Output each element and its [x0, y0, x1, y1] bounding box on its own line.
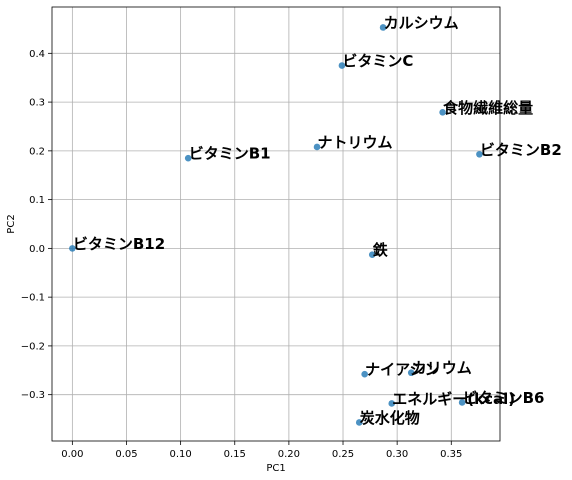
y-tick-label: −0.1: [21, 293, 45, 304]
data-point: [439, 109, 446, 116]
data-point: [338, 62, 346, 69]
x-tick-label: 0.05: [115, 449, 137, 460]
y-tick-label: 0.3: [29, 98, 45, 109]
point-label: 食物繊維総量: [443, 99, 533, 117]
point-label: 鉄: [373, 241, 388, 259]
data-point: [476, 150, 483, 158]
point-label: ビタミンC: [342, 52, 413, 70]
x-tick-label: 0.30: [386, 449, 408, 460]
x-axis-label: PC1: [266, 463, 285, 474]
point-label: エネルギー(kcal): [392, 390, 515, 408]
grid: [52, 7, 500, 441]
x-tick-label: 0.20: [278, 449, 300, 460]
data-point: [313, 143, 321, 151]
data-point: [355, 419, 363, 426]
data-point: [379, 24, 387, 31]
data-point: [361, 370, 368, 378]
data-point: [184, 154, 192, 162]
y-tick-label: 0.4: [29, 49, 45, 60]
data-point: [407, 369, 415, 377]
data-point: [388, 400, 396, 407]
y-tick-label: −0.2: [21, 341, 45, 352]
y-tick-label: 0.1: [29, 195, 45, 206]
data-point: [69, 245, 76, 252]
axis-ticks: 0.00 0.05 0.10 0.15 0.20 0.25 0.30 0.35 −0.3 −0.2…: [21, 49, 463, 460]
point-label: 炭水化物: [360, 409, 420, 427]
data-points: [69, 24, 483, 426]
y-tick-label: −0.3: [21, 390, 45, 401]
point-label: カルシウム: [384, 14, 459, 32]
point-label: ビタミンB1: [189, 145, 271, 163]
point-label: ナイアシン: [365, 361, 439, 379]
y-tick-label: 0.0: [29, 244, 45, 255]
x-tick-label: 0.00: [61, 449, 83, 460]
x-tick-label: 0.10: [169, 449, 191, 460]
y-axis-label: PC2: [6, 214, 17, 233]
point-label: ビタミンB12: [73, 235, 165, 253]
data-point: [368, 251, 376, 259]
plot-area-frame: [51, 6, 501, 442]
x-tick-label: 0.15: [224, 449, 246, 460]
point-label: カリウム: [412, 359, 472, 377]
point-label: ビタミンB6: [463, 389, 545, 407]
point-label: ビタミンB2: [480, 141, 562, 159]
point-label: ナトリウム: [318, 133, 393, 151]
x-tick-label: 0.35: [440, 449, 462, 460]
y-tick-label: 0.2: [29, 146, 45, 157]
data-point: [458, 399, 466, 406]
x-tick-label: 0.25: [332, 449, 354, 460]
